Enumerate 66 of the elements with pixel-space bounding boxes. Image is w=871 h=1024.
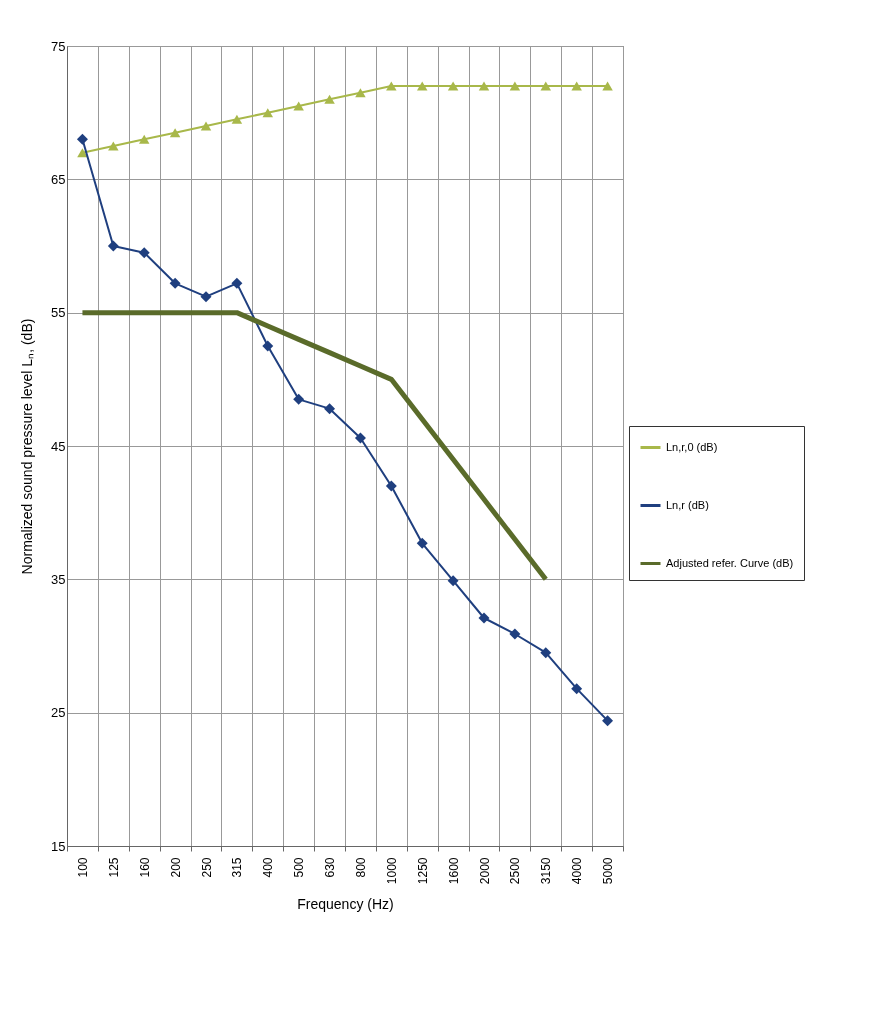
y-tick-label: 55 — [51, 305, 66, 321]
point — [76, 133, 88, 145]
x-tick-label: 5000 — [601, 857, 616, 885]
point — [571, 683, 583, 695]
point — [231, 114, 243, 124]
point — [355, 88, 366, 98]
x-tick-label: 4000 — [570, 857, 585, 885]
point — [478, 612, 490, 624]
point — [416, 81, 428, 91]
x-tick-label: 1600 — [446, 857, 461, 885]
x-tick-label: 2500 — [508, 857, 523, 885]
point — [509, 628, 521, 640]
point — [262, 340, 274, 352]
x-tick-label: 1250 — [415, 857, 430, 885]
x-axis-title: Frequency (Hz) — [297, 896, 394, 913]
point — [324, 94, 335, 104]
point — [138, 247, 150, 259]
point — [108, 141, 119, 151]
x-tick-label: 630 — [323, 857, 338, 878]
point — [262, 108, 274, 118]
point — [509, 81, 521, 91]
point — [540, 81, 552, 91]
x-tick-label: 2000 — [477, 857, 492, 885]
x-tick-label: 100 — [75, 857, 90, 878]
x-tick-label: 160 — [137, 857, 152, 878]
point — [107, 240, 119, 252]
x-tick-label: 200 — [168, 857, 183, 878]
point — [447, 575, 459, 587]
x-tick-label: 500 — [292, 857, 307, 878]
y-tick-label: 15 — [51, 838, 66, 854]
point — [293, 393, 305, 405]
y-tick-label: 45 — [51, 438, 66, 454]
x-tick-label: 315 — [230, 857, 245, 878]
y-tick-label: 75 — [51, 38, 66, 54]
point — [324, 403, 336, 415]
point — [447, 81, 459, 91]
y-tick-label: 65 — [51, 171, 66, 187]
legend-label: Ln,r,0 (dB) — [666, 440, 718, 453]
x-tick-label: 800 — [353, 857, 368, 878]
point — [386, 81, 397, 91]
point — [385, 480, 397, 492]
point — [293, 101, 304, 111]
legend-label: Ln,r (dB) — [666, 498, 709, 511]
x-tick-label: 1000 — [384, 857, 399, 885]
x-tick-label: 125 — [106, 857, 121, 878]
point — [138, 134, 150, 144]
y-tick-label: 35 — [51, 571, 66, 587]
point — [200, 121, 212, 131]
point — [77, 148, 88, 158]
point — [540, 647, 552, 659]
point — [416, 537, 428, 549]
y-tick-label: 25 — [51, 705, 66, 721]
point — [231, 277, 243, 289]
x-tick-label: 3150 — [539, 857, 554, 885]
point — [602, 81, 613, 91]
x-tick-label: 400 — [261, 857, 276, 878]
point — [478, 81, 490, 91]
point — [169, 277, 181, 289]
y-axis-title: Normalized sound pressure level Lₙ, (dB) — [19, 318, 36, 575]
point — [602, 715, 614, 727]
point — [200, 291, 212, 303]
x-tick-label: 250 — [199, 857, 214, 878]
point — [169, 128, 181, 138]
point — [571, 81, 582, 91]
point — [354, 432, 366, 444]
legend-label: Adjusted refer. Curve (dB) — [666, 556, 794, 569]
